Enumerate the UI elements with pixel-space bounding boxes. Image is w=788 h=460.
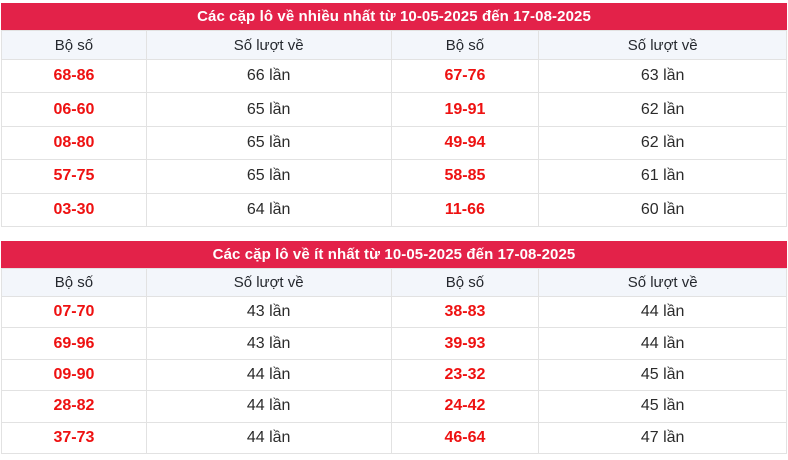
count-cell: 44 lần [145, 390, 392, 423]
table-row: 03-30 64 lần 11-66 60 lần [1, 192, 787, 227]
count-cell: 45 lần [538, 358, 787, 392]
pair-cell: 07-70 [1, 295, 147, 329]
count-cell: 45 lần [538, 390, 787, 423]
count-cell: 63 lần [538, 58, 787, 94]
table-row: 37-73 44 lần 46-64 47 lần [1, 421, 787, 454]
pair-cell: 68-86 [1, 58, 147, 94]
column-header-pair: Bộ số [390, 267, 540, 297]
table-row: 06-60 65 lần 19-91 62 lần [1, 92, 787, 127]
column-header-pair: Bộ số [1, 30, 147, 60]
bottom-spacer [0, 454, 788, 460]
pair-cell: 37-73 [1, 421, 147, 454]
most-frequent-pairs-section: Các cặp lô về nhiều nhất từ 10-05-2025 đ… [1, 3, 787, 227]
count-cell: 44 lần [538, 327, 787, 360]
count-cell: 64 lần [145, 192, 392, 227]
pair-cell: 58-85 [390, 159, 540, 194]
count-cell: 65 lần [145, 92, 392, 127]
pair-cell: 57-75 [1, 159, 147, 194]
table-row: 07-70 43 lần 38-83 44 lần [1, 295, 787, 329]
count-cell: 44 lần [538, 295, 787, 329]
column-header-count: Số lượt về [538, 30, 787, 60]
table-row: 68-86 66 lần 67-76 63 lần [1, 58, 787, 94]
table-row: 08-80 65 lần 49-94 62 lần [1, 125, 787, 161]
pair-cell: 19-91 [390, 92, 540, 127]
count-cell: 47 lần [538, 421, 787, 454]
count-cell: 61 lần [538, 159, 787, 194]
column-header-pair: Bộ số [1, 267, 147, 297]
pair-cell: 23-32 [390, 358, 540, 392]
pair-cell: 03-30 [1, 192, 147, 227]
column-header-count: Số lượt về [145, 30, 392, 60]
table-row: 69-96 43 lần 39-93 44 lần [1, 327, 787, 360]
pair-cell: 46-64 [390, 421, 540, 454]
pair-cell: 24-42 [390, 390, 540, 423]
pair-cell: 11-66 [390, 192, 540, 227]
least-frequent-pairs-table: Bộ số Số lượt về Bộ số Số lượt về 07-70 … [1, 267, 787, 454]
least-frequent-pairs-section: Các cặp lô về ít nhất từ 10-05-2025 đến … [1, 240, 787, 454]
table-row: 09-90 44 lần 23-32 45 lần [1, 358, 787, 392]
table-row: 57-75 65 lần 58-85 61 lần [1, 159, 787, 194]
count-cell: 62 lần [538, 92, 787, 127]
count-cell: 44 lần [145, 358, 392, 392]
table-title: Các cặp lô về ít nhất từ 10-05-2025 đến … [1, 240, 787, 268]
table-title: Các cặp lô về nhiều nhất từ 10-05-2025 đ… [1, 3, 787, 30]
pair-cell: 06-60 [1, 92, 147, 127]
header-row: Bộ số Số lượt về Bộ số Số lượt về [1, 30, 787, 60]
column-header-count: Số lượt về [538, 267, 787, 297]
column-header-pair: Bộ số [390, 30, 540, 60]
lottery-pair-stats-page: Các cặp lô về nhiều nhất từ 10-05-2025 đ… [0, 3, 788, 460]
pair-cell: 67-76 [390, 58, 540, 94]
count-cell: 60 lần [538, 192, 787, 227]
count-cell: 66 lần [145, 58, 392, 94]
count-cell: 62 lần [538, 125, 787, 161]
pair-cell: 38-83 [390, 295, 540, 329]
count-cell: 44 lần [145, 421, 392, 454]
table-row: 28-82 44 lần 24-42 45 lần [1, 390, 787, 423]
column-header-count: Số lượt về [145, 267, 392, 297]
pair-cell: 49-94 [390, 125, 540, 161]
pair-cell: 28-82 [1, 390, 147, 423]
pair-cell: 08-80 [1, 125, 147, 161]
count-cell: 65 lần [145, 125, 392, 161]
pair-cell: 69-96 [1, 327, 147, 360]
count-cell: 43 lần [145, 295, 392, 329]
most-frequent-pairs-table: Bộ số Số lượt về Bộ số Số lượt về 68-86 … [1, 30, 787, 227]
count-cell: 43 lần [145, 327, 392, 360]
count-cell: 65 lần [145, 159, 392, 194]
pair-cell: 39-93 [390, 327, 540, 360]
header-row: Bộ số Số lượt về Bộ số Số lượt về [1, 267, 787, 297]
pair-cell: 09-90 [1, 358, 147, 392]
